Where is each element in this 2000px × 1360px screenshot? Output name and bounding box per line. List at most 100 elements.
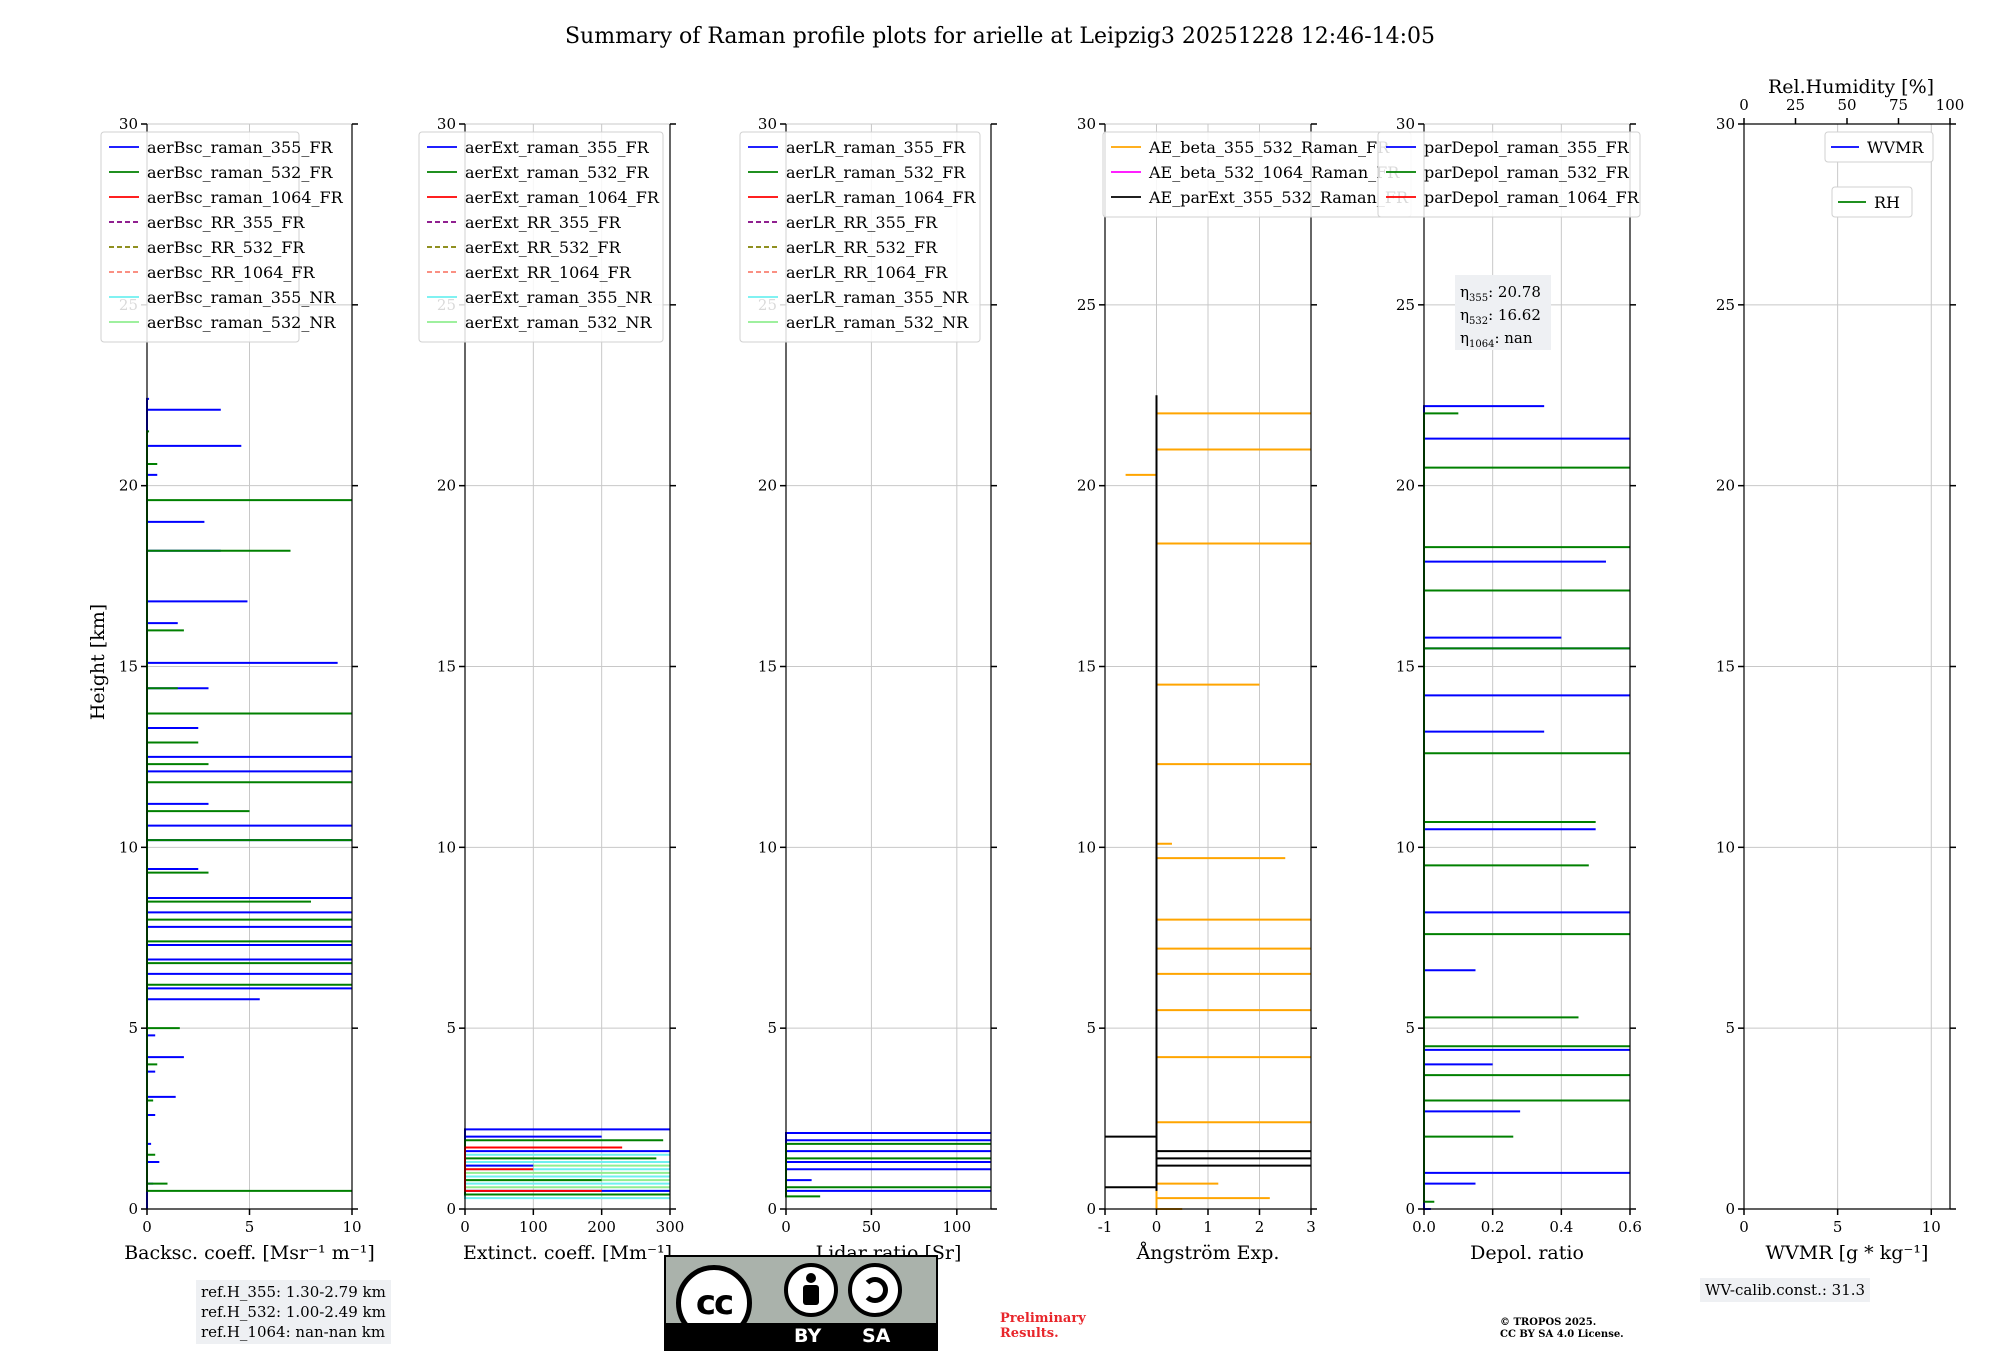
legend-entry: parDepol_raman_1064_FR bbox=[1424, 188, 1640, 207]
legend-entry: aerBsc_raman_355_NR bbox=[147, 288, 336, 307]
x-tick-label: 0.6 bbox=[1618, 1218, 1642, 1236]
subplot-extinction: 0510152025300100200300Extinct. coeff. [M… bbox=[418, 115, 684, 1264]
legend-entry: parDepol_raman_355_FR bbox=[1424, 138, 1630, 157]
legend-box bbox=[418, 131, 664, 343]
series-AE_parExt_355_532_Raman_FR bbox=[1105, 395, 1311, 1191]
cc-license-badge[interactable]: cc BY SA bbox=[664, 1255, 938, 1351]
y-tick-label: 15 bbox=[1716, 658, 1735, 676]
x2-tick-label: 50 bbox=[1837, 96, 1856, 114]
cc-sa-label: SA bbox=[862, 1325, 891, 1347]
ref-height-532: ref.H_532: 1.00-2.49 km bbox=[201, 1303, 386, 1321]
x2-tick-label: 100 bbox=[1936, 96, 1965, 114]
x2-tick-label: 75 bbox=[1889, 96, 1908, 114]
legend-entry: aerExt_RR_532_FR bbox=[465, 238, 622, 257]
legend-entry: aerBsc_RR_355_FR bbox=[147, 213, 305, 232]
legend-entry: aerLR_raman_1064_FR bbox=[786, 188, 976, 207]
x-tick-label: 0.2 bbox=[1481, 1218, 1505, 1236]
y-tick-label: 10 bbox=[119, 838, 138, 856]
legend-entry: aerLR_raman_532_FR bbox=[786, 163, 966, 182]
legend-entry: aerExt_raman_532_FR bbox=[465, 163, 650, 182]
y-tick-label: 10 bbox=[1396, 838, 1415, 856]
series-aerExt_raman_1064_FR bbox=[464, 1146, 623, 1192]
x-tick-label: 100 bbox=[519, 1218, 548, 1236]
x-tick-label: -1 bbox=[1098, 1218, 1113, 1236]
y-axis-label: Height [km] bbox=[87, 604, 109, 720]
y-tick-label: 30 bbox=[1077, 115, 1096, 133]
legend-entry: aerExt_RR_355_FR bbox=[465, 213, 622, 232]
subplot-lidar_ratio: 051015202530050100Lidar ratio [Sr]aerLR_… bbox=[739, 115, 997, 1264]
x-tick-label: 0 bbox=[1739, 1218, 1749, 1236]
legend-entry: aerLR_raman_532_NR bbox=[786, 313, 969, 332]
y-tick-label: 5 bbox=[1405, 1019, 1415, 1037]
legend-entry: aerLR_RR_355_FR bbox=[786, 213, 938, 232]
y-tick-label: 30 bbox=[119, 115, 138, 133]
legend-box bbox=[1377, 131, 1641, 218]
cc-by-label: BY bbox=[794, 1325, 822, 1347]
x-tick-label: 100 bbox=[943, 1218, 972, 1236]
copyright-line-1: © TROPOS 2025. bbox=[1500, 1317, 1597, 1328]
y-tick-label: 30 bbox=[1716, 115, 1735, 133]
legend-entry: parDepol_raman_532_FR bbox=[1424, 163, 1630, 182]
legend-box bbox=[1824, 131, 1934, 163]
eta-annotation-line: η532: 16.62 bbox=[1460, 306, 1541, 327]
y-tick-label: 0 bbox=[128, 1200, 138, 1218]
legend-entry: aerBsc_raman_355_FR bbox=[147, 138, 333, 157]
y-tick-label: 10 bbox=[1716, 838, 1735, 856]
ref-height-355: ref.H_355: 1.30-2.79 km bbox=[201, 1283, 386, 1301]
legend-entry: aerBsc_raman_532_NR bbox=[147, 313, 336, 332]
series-parDepol_raman_355_FR bbox=[1423, 405, 1630, 1210]
legend-entry: aerBsc_RR_1064_FR bbox=[147, 263, 316, 282]
legend-entry: aerLR_RR_532_FR bbox=[786, 238, 938, 257]
legend-box bbox=[100, 131, 300, 343]
preliminary-results-note: Preliminary Results. bbox=[1000, 1311, 1086, 1341]
ref-height-1064: ref.H_1064: nan-nan km bbox=[201, 1323, 386, 1341]
x-tick-label: 0.0 bbox=[1412, 1218, 1436, 1236]
y-tick-label: 20 bbox=[1396, 477, 1415, 495]
y-tick-label: 20 bbox=[1077, 477, 1096, 495]
series-aerExt_raman_355_FR bbox=[464, 1128, 670, 1192]
x-tick-label: 0 bbox=[460, 1218, 470, 1236]
legend-entry: aerLR_raman_355_FR bbox=[786, 138, 966, 157]
eta-annotation-line: η355: 20.78 bbox=[1460, 283, 1541, 304]
legend-entry: aerBsc_RR_532_FR bbox=[147, 238, 305, 257]
x2-axis-label: Rel.Humidity [%] bbox=[1768, 76, 1934, 98]
eta-annotation-box bbox=[1455, 275, 1551, 350]
legend-entry: RH bbox=[1874, 193, 1900, 212]
legend-entry: aerBsc_raman_1064_FR bbox=[147, 188, 344, 207]
legend-entry: aerLR_RR_1064_FR bbox=[786, 263, 948, 282]
y-tick-label: 0 bbox=[1086, 1200, 1096, 1218]
x-axis-label: Ångström Exp. bbox=[1136, 1242, 1280, 1264]
x2-tick-label: 0 bbox=[1739, 96, 1749, 114]
x-tick-label: 0.4 bbox=[1549, 1218, 1573, 1236]
copyright-line-2: CC BY SA 4.0 License. bbox=[1500, 1329, 1624, 1340]
y-tick-label: 20 bbox=[437, 477, 456, 495]
y-tick-label: 25 bbox=[1396, 296, 1415, 314]
series-AE_beta_355_532_Raman_FR bbox=[1125, 412, 1311, 1210]
legend-box bbox=[1831, 186, 1913, 218]
x-axis-label: Depol. ratio bbox=[1470, 1242, 1584, 1264]
x-tick-label: 10 bbox=[342, 1218, 361, 1236]
cc-badge-footer: BY SA bbox=[666, 1323, 936, 1349]
subplot-backscatter: 0510152025300510Backsc. coeff. [Msr⁻¹ m⁻… bbox=[100, 115, 375, 1264]
y-tick-label: 30 bbox=[437, 115, 456, 133]
y-tick-label: 15 bbox=[758, 658, 777, 676]
share-alike-icon bbox=[848, 1263, 902, 1317]
y-tick-label: 15 bbox=[437, 658, 456, 676]
y-tick-label: 5 bbox=[767, 1019, 777, 1037]
x-tick-label: 3 bbox=[1306, 1218, 1316, 1236]
preliminary-line-1: Preliminary bbox=[1000, 1311, 1086, 1326]
y-tick-label: 0 bbox=[446, 1200, 456, 1218]
x-axis-label: Extinct. coeff. [Mm⁻¹] bbox=[463, 1242, 672, 1264]
y-tick-label: 0 bbox=[767, 1200, 777, 1218]
y-tick-label: 5 bbox=[128, 1019, 138, 1037]
subplot-panels: 0510152025300510Backsc. coeff. [Msr⁻¹ m⁻… bbox=[100, 76, 1965, 1264]
wv-calib-const: WV-calib.const.: 31.3 bbox=[1705, 1281, 1866, 1299]
y-tick-label: 10 bbox=[437, 838, 456, 856]
legend-entry: aerExt_raman_355_NR bbox=[465, 288, 653, 307]
copyright-note: © TROPOS 2025. CC BY SA 4.0 License. bbox=[1500, 1317, 1624, 1341]
y-tick-label: 0 bbox=[1725, 1200, 1735, 1218]
x-tick-label: 50 bbox=[862, 1218, 881, 1236]
cc-logo-text: cc bbox=[695, 1283, 734, 1323]
x-axis-label: WVMR [g * kg⁻¹] bbox=[1766, 1242, 1929, 1264]
